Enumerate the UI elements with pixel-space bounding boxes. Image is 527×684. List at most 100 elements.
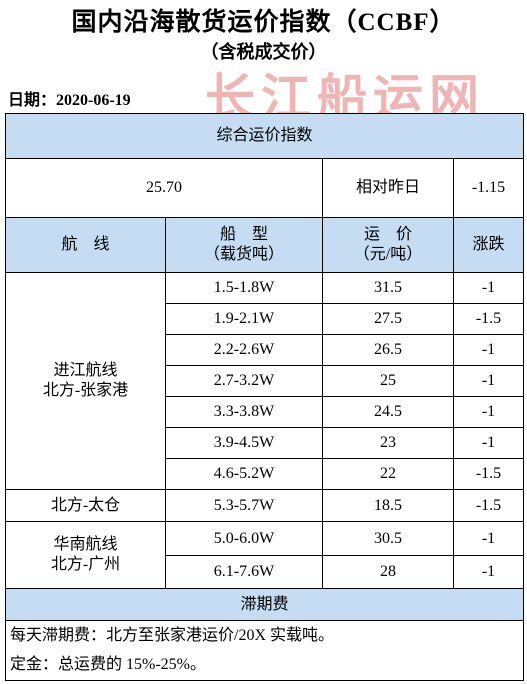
ship-size: 2.2-2.6W xyxy=(165,334,323,366)
cell-text: 6.1-7.6W xyxy=(213,563,275,580)
cell-text: 北方-广州 xyxy=(50,556,121,573)
cell-text: -1 xyxy=(481,403,496,420)
section-header: 滞期费 xyxy=(4,588,525,621)
rate: 26.5 xyxy=(322,334,454,366)
ship-size: 4.6-5.2W xyxy=(165,458,323,490)
rate: 24.5 xyxy=(322,396,454,428)
cell-text: -1.5 xyxy=(475,310,502,327)
cell-text: -1 xyxy=(481,279,496,296)
date: 日期：2020-06-19 xyxy=(8,92,131,109)
cell-text: 定金：总运费的 15%-25%。 xyxy=(10,656,206,674)
cell-text: 华南航线 xyxy=(53,536,118,553)
rate: 31.5 xyxy=(322,272,454,304)
table-row: 华南航线北方-广州 5.0-6.0W 30.5 -1 xyxy=(5,521,525,589)
change: -1 xyxy=(452,365,525,397)
change: -1 xyxy=(452,396,525,428)
cell-text: -1 xyxy=(481,372,496,389)
cell-text: 航 线 xyxy=(61,236,110,253)
change: -1 xyxy=(452,272,525,304)
cell-text: -1.15 xyxy=(471,179,506,196)
cell-text: 23 xyxy=(380,434,396,451)
ship-size: 5.0-6.0W xyxy=(165,521,323,556)
cell-text: 1.9-2.1W xyxy=(213,310,275,327)
ship-size: 5.3-5.7W xyxy=(165,489,323,522)
note: 每天滞期费：北方至张家港运价/20X 实载吨。 xyxy=(4,620,525,651)
ship-size: 3.3-3.8W xyxy=(165,396,323,428)
table-row: 1.9-2.1W 27.5 -1.5 xyxy=(6,303,525,335)
column-header: 运 价 （元/吨） xyxy=(322,217,454,273)
ship-size: 6.1-7.6W xyxy=(165,555,323,589)
change-label: 相对昨日 xyxy=(322,158,454,218)
rate: 28 xyxy=(322,555,454,589)
cell-text: -1 xyxy=(481,563,496,580)
cell-text: 3.9-4.5W xyxy=(213,434,275,451)
cell-text: 每天滞期费：北方至张家港运价/20X 实载吨。 xyxy=(10,626,335,644)
cell-text: 船 型 xyxy=(219,226,268,243)
rate: 23 xyxy=(322,427,454,459)
cell-text: 1.5-1.8W xyxy=(213,279,275,296)
table-row: 航 线 船 型 （载货吨） 运 价 （元/吨） 涨跌 xyxy=(5,217,525,273)
cell-text: 30.5 xyxy=(374,529,402,547)
change: -1.5 xyxy=(452,489,525,522)
rate: 27.5 xyxy=(322,303,454,335)
cell-text: 北方-张家港 xyxy=(42,382,129,399)
change-value: -1.15 xyxy=(452,158,525,218)
column-header: 船 型 （载货吨） xyxy=(165,217,323,273)
cell-text: 4.6-5.2W xyxy=(213,465,275,482)
ship-size: 3.9-4.5W xyxy=(165,427,323,459)
cell-text: （载货吨） xyxy=(203,246,284,263)
change: -1.5 xyxy=(452,458,525,490)
change: -1 xyxy=(452,555,525,589)
note: 定金：总运费的 15%-25%。 xyxy=(4,650,525,681)
title: 国内沿海散货运价指数（CCBF） xyxy=(71,9,456,36)
cell-text: 31.5 xyxy=(374,279,402,296)
column-header: 航 线 xyxy=(5,217,166,273)
change: -1 xyxy=(452,334,525,366)
cell-text: 综合运价指数 xyxy=(216,127,313,144)
route: 北方-太仓 xyxy=(5,489,166,522)
cell-text: 25 xyxy=(380,372,396,389)
table-row: 进江航线北方-张家港 1.5-1.8W 31.5 -1 xyxy=(5,272,525,490)
cell-text: 27.5 xyxy=(374,310,402,327)
rate: 22 xyxy=(322,458,454,490)
index-value: 25.70 xyxy=(5,158,323,218)
cell-text: 28 xyxy=(380,563,396,580)
cell-text: （元/吨） xyxy=(353,246,423,263)
table-row: 2.2-2.6W 26.5 -1 xyxy=(6,334,525,366)
cell-text: -1.5 xyxy=(475,465,502,482)
change: -1 xyxy=(452,427,525,459)
table-row: 定金：总运费的 15%-25%。 xyxy=(4,650,525,681)
change: -1.5 xyxy=(452,303,525,335)
rate: 18.5 xyxy=(322,489,454,522)
column-header: 涨跌 xyxy=(452,217,525,273)
cell-text: 滞期费 xyxy=(240,595,289,613)
cell-text: -1 xyxy=(481,434,496,451)
route: 进江航线北方-张家港 xyxy=(5,272,166,490)
cell-text: 北方-太仓 xyxy=(50,496,121,514)
cell-text: 3.3-3.8W xyxy=(213,403,275,420)
cell-text: 2.2-2.6W xyxy=(213,341,275,358)
ship-size: 2.7-3.2W xyxy=(165,365,323,397)
cell-text: -1 xyxy=(481,341,496,358)
table-row: 2.7-3.2W 25 -1 xyxy=(6,365,525,397)
table-row: 4.6-5.2W 22 -1.5 xyxy=(6,458,525,490)
cell-text: 涨跌 xyxy=(472,236,505,253)
cell-text: -1.5 xyxy=(475,496,502,514)
table-row: 滞期费 xyxy=(4,588,525,621)
cell-text: 进江航线 xyxy=(53,362,118,379)
subtitle: （含税成交价） xyxy=(200,42,327,62)
table-row: 3.3-3.8W 24.5 -1 xyxy=(6,396,525,428)
cell-text: 2.7-3.2W xyxy=(213,372,275,389)
rate: 25 xyxy=(322,365,454,397)
cell-text: 22 xyxy=(380,465,396,482)
rate-table: 综合运价指数 25.70 相对昨日 -1.15 航 线 船 型 （载货吨） 运 价 （元/吨） 涨… xyxy=(4,113,525,681)
table-row: 每天滞期费：北方至张家港运价/20X 实载吨。 xyxy=(4,620,525,651)
cell-text: 5.3-5.7W xyxy=(213,496,275,514)
table-row: 综合运价指数 xyxy=(4,113,525,159)
cell-text: 26.5 xyxy=(374,341,402,358)
cell-text: 18.5 xyxy=(374,496,402,514)
change: -1 xyxy=(452,521,525,556)
cell-text: 相对昨日 xyxy=(355,179,420,196)
table-row: 北方-太仓 5.3-5.7W 18.5 -1.5 xyxy=(5,489,525,522)
